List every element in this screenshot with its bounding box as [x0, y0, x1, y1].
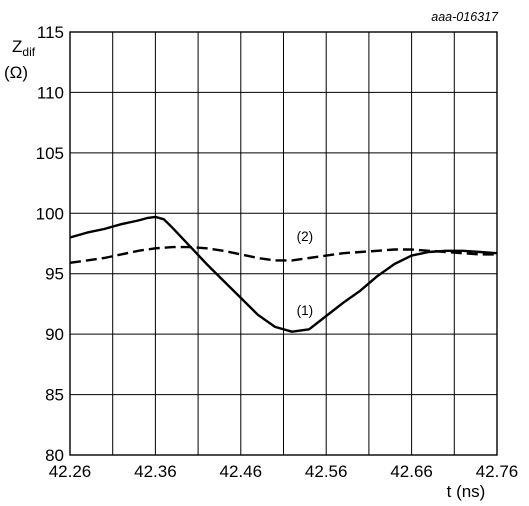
x-tick-label: 42.46 — [220, 462, 263, 481]
x-tick-label: 42.36 — [134, 462, 177, 481]
series-line-2 — [69, 245, 497, 264]
y-tick-label: 90 — [45, 325, 64, 344]
y-tick-label: 85 — [45, 386, 64, 405]
figure-id: aaa-016317 — [431, 10, 499, 24]
y-axis-unit: (Ω) — [4, 63, 28, 82]
grid — [70, 32, 497, 455]
x-axis-label: t (ns) — [447, 482, 486, 501]
x-tick-label: 42.26 — [49, 462, 92, 481]
series-label-1: (1) — [297, 303, 314, 318]
tick-labels: 42.26 42.36 42.46 42.56 42.66 42.76 80 85 90 95 10… — [36, 23, 519, 481]
y-axis-subscript: dif — [22, 45, 35, 59]
series-line-1 — [69, 215, 498, 333]
y-axis-label: Zdif — [12, 37, 36, 59]
plot-frame — [69, 31, 498, 456]
x-tick-label: 42.56 — [305, 462, 348, 481]
y-tick-label: 95 — [45, 265, 64, 284]
y-tick-label: 100 — [36, 204, 64, 223]
y-tick-label: 80 — [45, 446, 64, 465]
x-tick-label: 42.66 — [390, 462, 433, 481]
y-axis-symbol: Z — [12, 37, 22, 56]
series-label-2: (2) — [297, 229, 314, 244]
y-tick-label: 105 — [36, 144, 64, 163]
y-tick-label: 110 — [37, 83, 64, 102]
series-layer: (1) (2) — [69, 215, 498, 333]
x-tick-label: 42.76 — [476, 462, 519, 481]
y-tick-label: 115 — [37, 23, 64, 42]
